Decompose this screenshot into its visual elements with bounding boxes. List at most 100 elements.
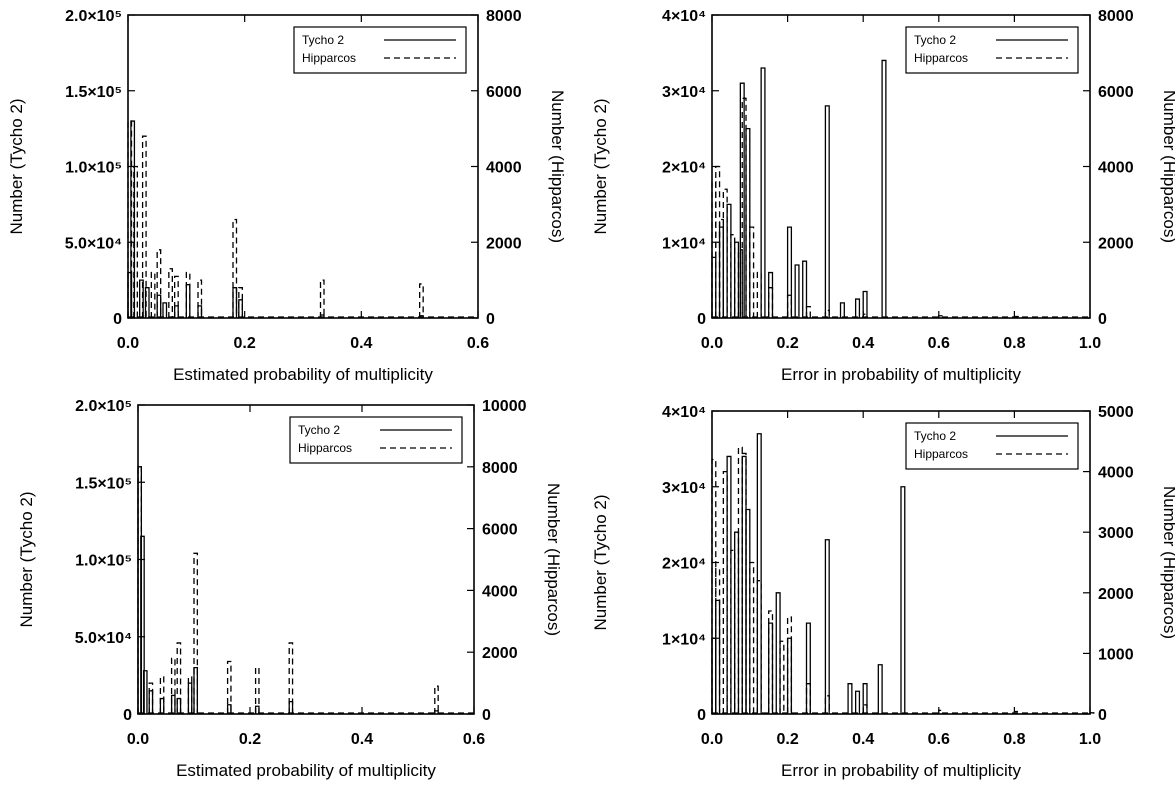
chart-1-series-hipparcos-bar [174,275,179,318]
chart-2-x-tick-label: 0.4 [852,335,874,352]
chart-3-series-tycho2-bar [140,535,145,714]
chart-4-left-axis-label: Number (Tycho 2) [591,494,610,630]
chart-4-series-hipparcos-bar [715,567,721,714]
chart-1-series-hipparcos-bar [141,135,147,318]
chart-2-right-tick-label: 8000 [1098,8,1134,25]
chart-3-series-hipparcos-bar [193,552,199,714]
chart-2-series-tycho2-bar [839,302,845,318]
chart-4-series-hipparcos-bar [862,704,868,714]
chart-3-series-tycho2-bar [288,700,294,714]
chart-4-series-tycho2-bar [877,664,883,714]
chart-3-left-tick-label: 0 [123,707,132,724]
chart-4-legend: Tycho 2 Hipparcos [905,422,1079,470]
chart-1-right-axis-label: Number (Hipparcos) [548,90,567,243]
chart-3-x-axis-label: Estimated probability of multiplicity [176,761,436,780]
chart-4-left-tick-label: 2×10⁴ [662,556,706,573]
chart-2-left-axis-label: Number (Tycho 2) [591,98,610,234]
chart-4-right-tick-label: 2000 [1098,586,1134,603]
chart-4-series-tycho2-bar [726,455,732,714]
chart-4-series-hipparcos-bar [722,470,728,714]
chart-3-left-tick-label: 1.5×10⁵ [75,475,132,492]
chart-3-series-hipparcos-bar [434,685,439,714]
chart-3-legend-label: Tycho 2 [298,423,340,437]
chart-1-series-hipparcos-bar [133,165,138,318]
chart-4-right-tick-label: 1000 [1098,646,1134,663]
chart-1-series-hipparcos-bar [156,249,162,318]
chart-4-x-axis-label: Error in probability of multiplicity [781,761,1021,780]
chart-2-series-hipparcos-bar [749,226,755,318]
chart-4-left-tick-label: 0 [697,707,706,724]
chart-4-series-hipparcos-bar [756,580,762,714]
chart-4-series-hipparcos-bar [768,610,774,714]
chart-3-legend-box [289,416,463,464]
chart-3-left-tick-label: 5.0×10⁴ [75,630,132,647]
chart-2-left-tick-label: 1×10⁴ [662,235,706,252]
chart-1-series-hipparcos-bar [319,279,325,318]
chart-2-legend-label: Tycho 2 [914,33,956,47]
chart-3-series-tycho2 [137,466,439,714]
chart-1-x-axis-label: Estimated probability of multiplicity [173,365,433,384]
chart-1-left-tick-label: 1.0×10⁵ [65,160,122,177]
chart-2-x-tick-label: 0.0 [701,335,723,352]
chart-2-series-hipparcos-bar [805,305,811,318]
chart-2-right-axis-label: Number (Hipparcos) [1160,90,1175,243]
chart-3-legend: Tycho 2 Hipparcos [289,416,463,464]
chart-4-x-tick-label: 0.0 [701,731,723,748]
chart-4-legend-box [905,422,1079,470]
chart-3-x-tick-label: 0.0 [127,731,149,748]
chart-3-series-hipparcos-bar [176,642,182,714]
chart-4-left-tick-label: 4×10⁴ [662,404,706,421]
chart-4-right-tick-label: 0 [1098,707,1107,724]
chart-4-series-tycho2-bar [756,433,762,714]
chart-3-left-axis-label: Number (Tycho 2) [17,491,36,627]
chart-2-series-hipparcos-bar [938,315,944,318]
chart-2-series-hipparcos [711,97,1019,318]
chart-4-x-tick-label: 0.6 [928,731,950,748]
chart-2-series-hipparcos-bar [730,234,736,318]
chart-2-legend: Tycho 2 Hipparcos [905,26,1079,74]
chart-2-series-hipparcos-bar [768,287,774,318]
chart-1-left-tick-label: 1.5×10⁵ [65,84,122,101]
chart-1-x-tick-label: 0.6 [467,335,489,352]
chart-4-x-tick-label: 0.4 [852,731,874,748]
chart-2-x-tick-label: 0.8 [1003,335,1025,352]
chart-4-series-tycho2-bar [862,683,868,714]
chart-4-right-axis-label: Number (Hipparcos) [1160,486,1175,639]
chart-2-series-tycho2-bar [881,59,887,318]
chart-2-series-tycho2-bar [854,298,861,318]
chart-2-right-tick-label: 6000 [1098,84,1134,101]
chart-4-series-hipparcos-bar [779,640,785,714]
chart-1-series-hipparcos-bar [150,271,156,318]
chart-2-right-tick-label: 2000 [1098,235,1134,252]
chart-2-left-tick-label: 3×10⁴ [662,84,706,101]
chart-1-series-hipparcos-bar [168,268,173,318]
chart-1-series-hipparcos-bar [238,287,243,318]
chart-4-right-tick-label: 3000 [1098,525,1134,542]
chart-3-series-hipparcos [137,466,439,714]
chart-1-right-tick-label: 2000 [486,235,522,252]
chart-1-right-tick-label: 0 [486,311,495,328]
chart-3-series-hipparcos-bar [137,466,143,714]
chart-3: 0.0 0.2 0.4 0.6 0 5.0×10⁴ 1.0×10⁵ 1.5×10⁵ 2.0×10… [17,398,563,780]
chart-4-series-tycho2-bar [786,637,793,714]
chart-1-legend: Tycho 2 Hipparcos [293,26,467,74]
chart-2-series-tycho2-bar [824,105,830,318]
chart-4-series-hipparcos [711,446,1095,714]
chart-1-x-tick-label: 0.4 [350,335,372,352]
chart-3-right-tick-label: 6000 [482,522,518,539]
chart-1-series-tycho2-bar [185,284,191,318]
chart-2-right-tick-label: 0 [1098,311,1107,328]
chart-2-series-tycho2-bar [802,260,808,318]
chart-4-series-tycho2-bar [715,599,721,714]
chart-1-left-tick-label: 5.0×10⁴ [65,235,122,252]
chart-4-legend-label: Hipparcos [914,447,968,461]
chart-2-legend-label: Hipparcos [914,51,968,65]
chart-1-series-hipparcos-bar [419,283,424,318]
chart-4-series-tycho2-bar [824,539,830,714]
chart-4-series-tycho2-bar [854,690,861,714]
chart-4-series-hipparcos-bar [730,549,736,714]
chart-1-series-hipparcos-bar [232,218,238,318]
chart-2-series-hipparcos-bar [824,309,830,318]
chart-2-series-hipparcos-bar [718,218,724,318]
